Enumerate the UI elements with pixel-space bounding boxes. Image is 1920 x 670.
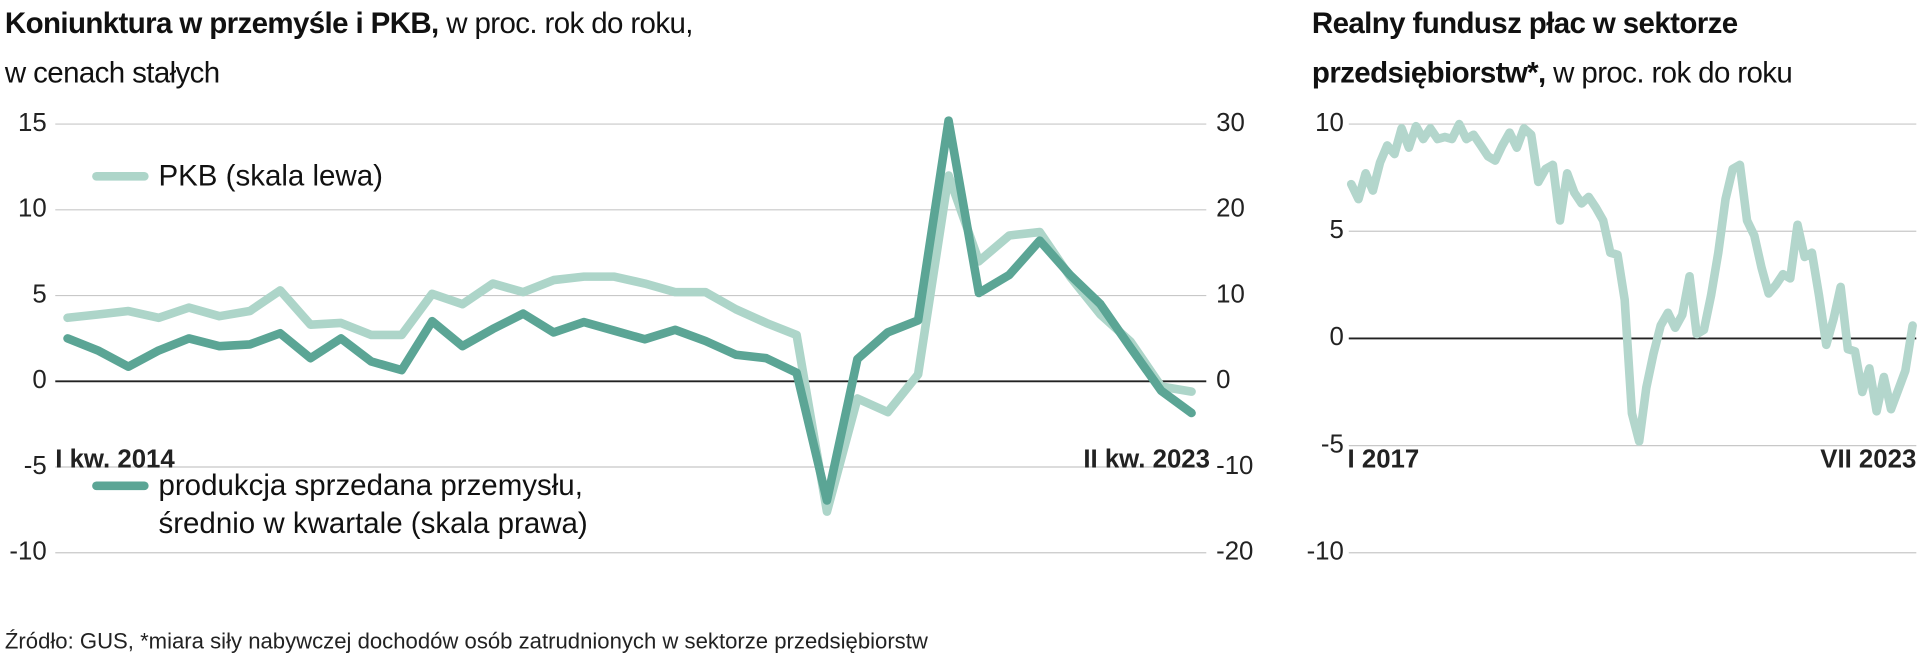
legend-item: PKB (skala lewa) [92,157,383,195]
legend-swatch [92,171,149,181]
chart-subtitle: w proc. rok do roku, w cenach stałych [4,7,694,90]
y-tick-label: 10 [1315,109,1344,137]
series-line [63,116,1196,505]
y2-tick-label: 10 [1216,280,1245,308]
legend-label: produkcja sprzedana przemysłu, średnio w… [158,469,588,541]
y-tick-label: 0 [1330,323,1344,351]
y-tick-label: 10 [18,195,47,223]
chart-heading: Realny fundusz płac w sektorze przedsięb… [1312,0,1920,98]
series-line [1346,119,1917,446]
y-tick-label: -5 [1321,430,1344,458]
x-tick-label: I 2017 [1348,445,1420,473]
y2-tick-label: -20 [1216,538,1253,566]
series-line [63,171,1196,516]
legend-swatch [92,481,149,491]
source-note: Źródło: GUS, *miara siły nabywczej docho… [4,628,928,654]
legend-item: produkcja sprzedana przemysłu, średnio w… [92,467,682,543]
y-tick-label: -5 [24,452,47,480]
y2-tick-label: 20 [1216,195,1245,223]
legend-label: PKB (skala lewa) [158,159,383,193]
chart-heading: Koniunktura w przemyśle i PKB, w proc. r… [5,0,717,98]
chart-title: Koniunktura w przemyśle i PKB, [4,7,439,41]
y-tick-label: 5 [1330,216,1344,244]
y-tick-label: -10 [1307,538,1344,566]
y-tick-label: 0 [32,366,46,394]
y2-tick-label: 30 [1216,109,1245,137]
y-tick-label: 5 [32,280,46,308]
y-tick-label: -10 [9,538,46,566]
chart-subtitle: w proc. rok do roku [1553,56,1793,90]
x-tick-label: I kw. 2014 [55,445,175,473]
y-tick-label: 15 [18,109,47,137]
chart-title: Realny fundusz płac w sektorze przedsięb… [1311,7,1738,90]
y2-tick-label: -10 [1216,452,1253,480]
y2-tick-label: 0 [1216,366,1230,394]
x-tick-label: II kw. 2023 [1083,445,1210,473]
x-tick-label: VII 2023 [1820,445,1916,473]
